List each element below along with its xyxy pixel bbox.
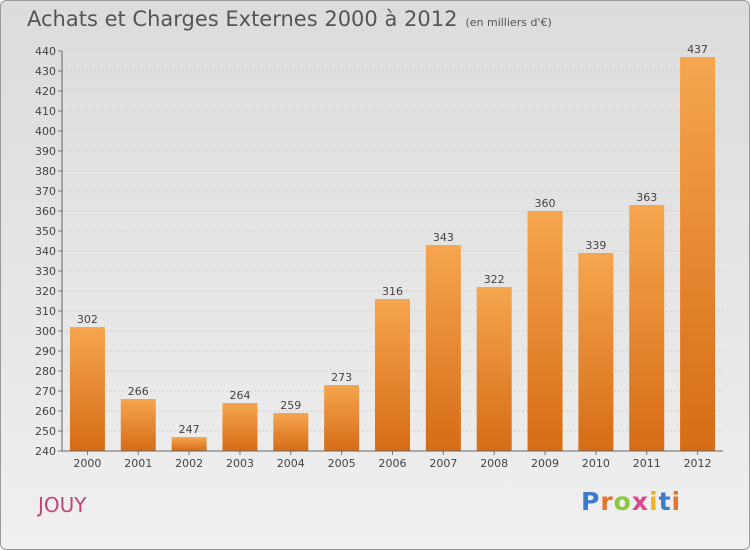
- x-tick-label: 2008: [480, 457, 508, 470]
- y-tick-label: 280: [35, 365, 56, 378]
- x-tick-label: 2002: [175, 457, 203, 470]
- y-tick-label: 310: [35, 305, 56, 318]
- y-tick-label: 340: [35, 245, 56, 258]
- chart-title-block: Achats et Charges Externes 2000 à 2012 (e…: [27, 7, 552, 31]
- bar: [171, 437, 207, 451]
- data-label: 360: [535, 197, 556, 210]
- proxiti-logo[interactable]: Proxiti: [581, 487, 681, 516]
- y-axis-ticks: 240 250 260 270 280 290 300 310 320 330 340 350 360 3…: [35, 45, 62, 458]
- y-tick-label: 390: [35, 145, 56, 158]
- logo-letter: i: [671, 487, 682, 516]
- data-label: 339: [585, 239, 606, 252]
- y-tick-label: 440: [35, 45, 56, 58]
- y-tick-label: 320: [35, 285, 56, 298]
- x-tick-label: 2009: [531, 457, 559, 470]
- commune-name: JOUY: [38, 493, 87, 517]
- logo-letter: P: [581, 487, 601, 516]
- x-tick-label: 2004: [277, 457, 305, 470]
- y-tick-label: 360: [35, 205, 56, 218]
- x-tick-label: 2007: [429, 457, 457, 470]
- y-tick-label: 350: [35, 225, 56, 238]
- data-label: 316: [382, 285, 403, 298]
- logo-letter: r: [600, 487, 614, 516]
- y-tick-label: 410: [35, 105, 56, 118]
- y-tick-label: 270: [35, 385, 56, 398]
- y-tick-label: 240: [35, 445, 56, 458]
- chart-title: Achats et Charges Externes 2000 à 2012: [27, 7, 458, 31]
- y-tick-label: 250: [35, 425, 56, 438]
- bars: [69, 57, 716, 451]
- logo-letter: o: [613, 487, 632, 516]
- data-label: 363: [636, 191, 657, 204]
- bar: [324, 385, 360, 451]
- x-tick-label: 2001: [124, 457, 152, 470]
- x-tick-label: 2006: [379, 457, 407, 470]
- y-tick-label: 300: [35, 325, 56, 338]
- bar: [476, 287, 512, 451]
- x-axis-ticks: 2000 2001 2002 2003 2004 2005 2006 2007 2008 2009…: [73, 451, 712, 470]
- bar: [273, 413, 309, 451]
- logo-letter: x: [631, 487, 649, 516]
- bar-chart: 2402502602702802903003103203303403503603…: [35, 43, 723, 470]
- x-tick-label: 2010: [582, 457, 610, 470]
- bar: [375, 299, 410, 451]
- bar: [425, 245, 461, 451]
- bar: [629, 205, 665, 451]
- data-label: 273: [331, 371, 352, 384]
- y-tick-label: 420: [35, 85, 56, 98]
- x-tick-label: 2011: [633, 457, 661, 470]
- logo-letter: i: [649, 487, 659, 516]
- bar: [69, 327, 105, 451]
- data-labels: 302 266 247 264 259 273 316 343 322 360 339 363 437: [77, 43, 708, 436]
- data-label: 266: [128, 385, 149, 398]
- x-tick-label: 2003: [226, 457, 254, 470]
- y-tick-label: 290: [35, 345, 56, 358]
- x-tick-label: 2005: [328, 457, 356, 470]
- data-label: 437: [687, 43, 708, 56]
- x-tick-label: 2000: [73, 457, 101, 470]
- bar: [527, 211, 563, 451]
- y-tick-label: 330: [35, 265, 56, 278]
- bar: [222, 403, 258, 451]
- y-tick-label: 260: [35, 405, 56, 418]
- bar: [120, 399, 156, 451]
- bar: [578, 253, 614, 451]
- chart-unit: (en milliers d'€): [465, 16, 552, 29]
- y-tick-label: 400: [35, 125, 56, 138]
- y-tick-label: 380: [35, 165, 56, 178]
- data-label: 302: [77, 313, 98, 326]
- logo-letter: t: [658, 487, 672, 516]
- data-label: 247: [179, 423, 200, 436]
- x-tick-label: 2012: [684, 457, 712, 470]
- data-label: 259: [280, 399, 301, 412]
- data-label: 322: [484, 273, 505, 286]
- y-tick-label: 430: [35, 65, 56, 78]
- bar: [680, 57, 716, 451]
- data-label: 343: [433, 231, 454, 244]
- data-label: 264: [229, 389, 250, 402]
- y-tick-label: 370: [35, 185, 56, 198]
